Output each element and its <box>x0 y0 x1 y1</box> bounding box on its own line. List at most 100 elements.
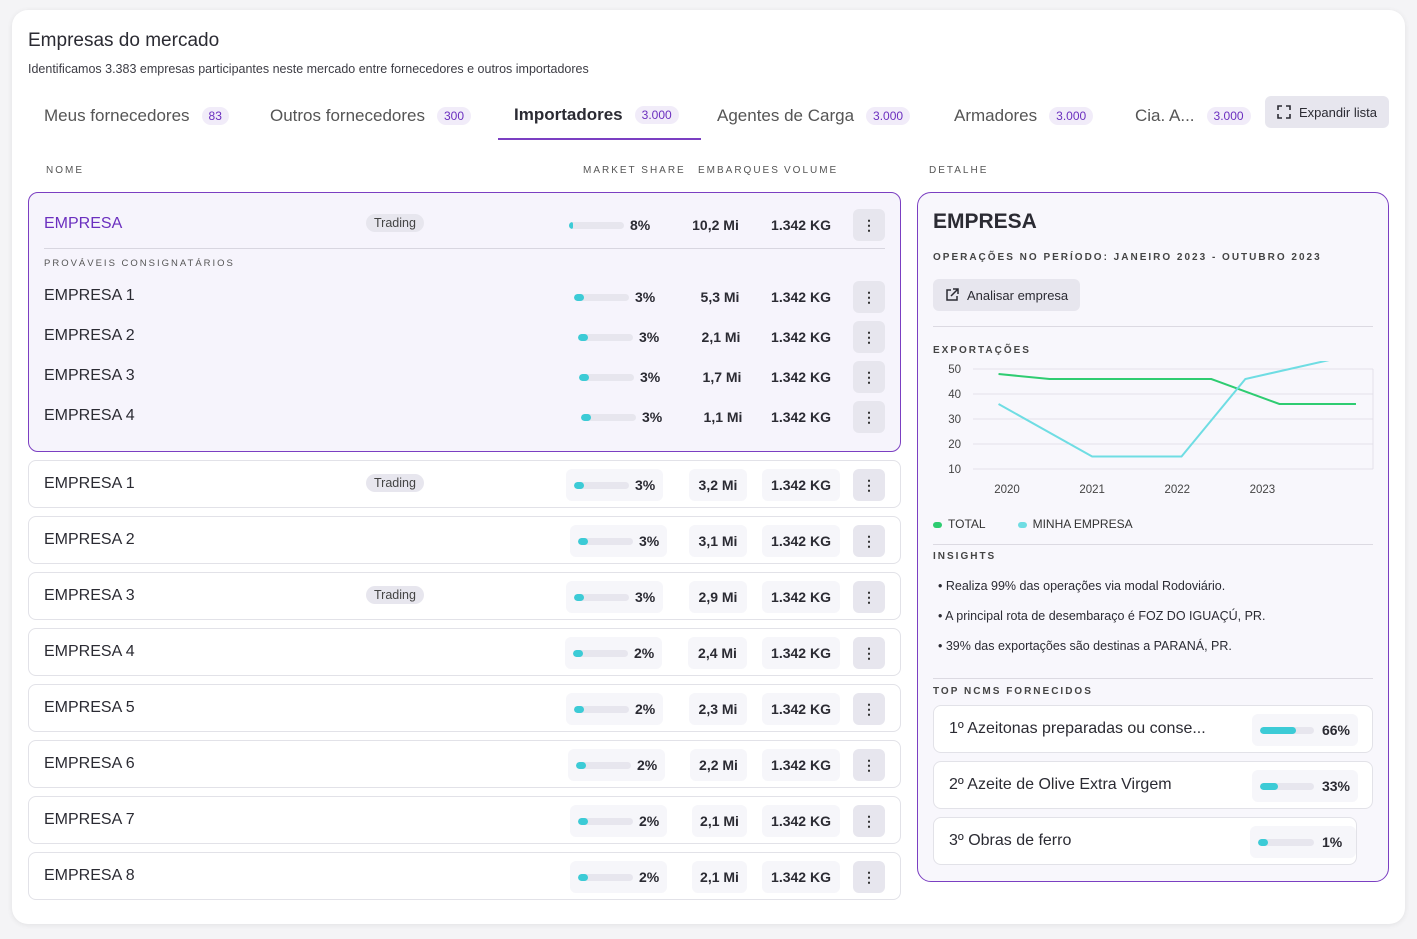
share-bar <box>581 413 636 421</box>
y-tick-label: 10 <box>948 464 961 476</box>
shipments-value: 2,1 Mi <box>692 805 747 837</box>
legend-dot <box>933 521 942 528</box>
analyze-company-button[interactable]: Analisar empresa <box>933 279 1081 311</box>
x-tick-label: 2022 <box>1164 484 1190 496</box>
company-row[interactable]: EMPRESA 7 2% 2,1 Mi 1.342 KG ⋮ <box>28 796 901 844</box>
market-share: 3% <box>571 361 668 393</box>
market-share: 8% <box>561 209 658 241</box>
y-tick-label: 40 <box>948 389 961 401</box>
ncm-name: 1º Azeitonas preparadas ou conse... <box>949 720 1206 737</box>
share-bar <box>578 333 633 341</box>
tab-count-badge: 3.000 <box>1206 107 1251 125</box>
more-options-button[interactable]: ⋮ <box>853 525 885 557</box>
more-options-button[interactable]: ⋮ <box>853 209 885 241</box>
group-head-row[interactable]: EMPRESA Trading 8% 10,2 Mi 1.342 KG ⋮ <box>29 205 900 245</box>
share-bar-fill <box>573 649 583 657</box>
kebab-icon: ⋮ <box>862 408 876 425</box>
more-options-button[interactable]: ⋮ <box>853 321 885 353</box>
consignee-row[interactable]: EMPRESA 3 3% 1,7 Mi 1.342 KG ⋮ <box>29 357 900 397</box>
share-bar <box>576 761 631 769</box>
col-detail-header: DETALHE <box>929 165 989 176</box>
company-name: EMPRESA 6 <box>44 755 135 772</box>
company-row[interactable]: EMPRESA 4 2% 2,4 Mi 1.342 KG ⋮ <box>28 628 901 676</box>
more-options-button[interactable]: ⋮ <box>853 693 885 725</box>
more-options-button[interactable]: ⋮ <box>853 637 885 669</box>
share-bar <box>578 817 633 825</box>
company-name: EMPRESA 5 <box>44 699 135 716</box>
divider <box>933 678 1373 679</box>
share-bar <box>578 873 633 881</box>
company-row[interactable]: EMPRESA 5 2% 2,3 Mi 1.342 KG ⋮ <box>28 684 901 732</box>
series-line-total <box>998 373 1356 405</box>
market-share: 3% <box>566 281 663 313</box>
x-tick-label: 2021 <box>1079 484 1105 496</box>
tab-label: Meus fornecedores <box>44 106 190 125</box>
detail-title: EMPRESA <box>933 210 1037 233</box>
y-tick-label: 50 <box>948 364 961 376</box>
kebab-icon: ⋮ <box>862 700 876 717</box>
tab-my-suppliers[interactable]: Meus fornecedores 83 <box>28 92 245 140</box>
share-bar-fill <box>574 593 584 601</box>
tab-other-suppliers[interactable]: Outros fornecedores 300 <box>254 92 487 140</box>
company-row[interactable]: EMPRESA 6 2% 2,2 Mi 1.342 KG ⋮ <box>28 740 901 788</box>
shipments-value: 10,2 Mi <box>692 217 739 233</box>
consignee-row[interactable]: EMPRESA 4 3% 1,1 Mi 1.342 KG ⋮ <box>29 397 900 437</box>
tab-importers[interactable]: Importadores 3.000 <box>498 92 701 140</box>
tab-airlines[interactable]: Cia. A... 3.000 <box>1119 92 1267 140</box>
expanded-company-group[interactable]: EMPRESA Trading 8% 10,2 Mi 1.342 KG ⋮ PR… <box>28 192 901 452</box>
company-name[interactable]: EMPRESA <box>44 215 123 232</box>
ncm-item[interactable]: 3º Obras de ferro 1% <box>933 817 1357 865</box>
company-row[interactable]: EMPRESA 8 2% 2,1 Mi 1.342 KG ⋮ <box>28 852 901 900</box>
tab-count-badge: 83 <box>201 107 229 125</box>
share-bar-fill <box>574 481 584 489</box>
divider <box>44 248 885 249</box>
more-options-button[interactable]: ⋮ <box>853 361 885 393</box>
volume-value: 1.342 KG <box>762 581 840 613</box>
tab-label: Outros fornecedores <box>270 106 425 125</box>
kebab-icon: ⋮ <box>862 756 876 773</box>
company-row[interactable]: EMPRESA 3 Trading 3% 2,9 Mi 1.342 KG ⋮ <box>28 572 901 620</box>
more-options-button[interactable]: ⋮ <box>853 469 885 501</box>
series-line-minha-empresa <box>998 361 1330 458</box>
expand-list-button[interactable]: Expandir lista <box>1264 96 1389 128</box>
more-options-button[interactable]: ⋮ <box>853 281 885 313</box>
detail-panel: EMPRESA OPERAÇÕES NO PERÍODO: JANEIRO 20… <box>917 192 1389 882</box>
ncm-item[interactable]: 1º Azeitonas preparadas ou conse... 66% <box>933 705 1373 753</box>
y-tick-label: 30 <box>948 414 961 426</box>
shipments-value: 2,2 Mi <box>690 749 747 781</box>
insight-item: • Realiza 99% das operações via modal Ro… <box>938 579 1226 593</box>
tab-label: Cia. A... <box>1135 106 1195 125</box>
tab-cargo-agents[interactable]: Agentes de Carga 3.000 <box>701 92 926 140</box>
ncm-item[interactable]: 2º Azeite de Olive Extra Virgem 33% <box>933 761 1373 809</box>
volume-value: 1.342 KG <box>771 329 831 345</box>
market-share: 2% <box>565 637 663 669</box>
company-row[interactable]: EMPRESA 1 Trading 3% 3,2 Mi 1.342 KG ⋮ <box>28 460 901 508</box>
market-share: 3% <box>573 401 670 433</box>
share-bar-fill <box>574 293 584 301</box>
share-bar-fill <box>569 221 574 229</box>
consignee-row[interactable]: EMPRESA 1 3% 5,3 Mi 1.342 KG ⋮ <box>29 277 900 317</box>
company-name: EMPRESA 3 <box>44 367 135 384</box>
share-bar-fill <box>578 873 588 881</box>
kebab-icon: ⋮ <box>862 588 876 605</box>
ncm-name: 2º Azeite de Olive Extra Virgem <box>949 776 1172 793</box>
more-options-button[interactable]: ⋮ <box>853 401 885 433</box>
company-row[interactable]: EMPRESA 2 3% 3,1 Mi 1.342 KG ⋮ <box>28 516 901 564</box>
tab-count-badge: 300 <box>436 107 471 125</box>
kebab-icon: ⋮ <box>862 368 876 385</box>
divider <box>933 544 1373 545</box>
more-options-button[interactable]: ⋮ <box>853 749 885 781</box>
share-bar-fill <box>574 705 584 713</box>
page-subtitle: Identificamos 3.383 empresas participant… <box>28 62 589 76</box>
share-bar <box>574 593 629 601</box>
more-options-button[interactable]: ⋮ <box>853 581 885 613</box>
more-options-button[interactable]: ⋮ <box>853 805 885 837</box>
volume-value: 1.342 KG <box>771 217 831 233</box>
shipments-value: 2,1 Mi <box>701 329 741 345</box>
share-bar-fill <box>579 373 589 381</box>
consignee-row[interactable]: EMPRESA 2 3% 2,1 Mi 1.342 KG ⋮ <box>29 317 900 357</box>
tab-shipowners[interactable]: Armadores 3.000 <box>938 92 1109 140</box>
share-bar <box>1258 838 1314 846</box>
trading-tag: Trading <box>366 586 424 604</box>
more-options-button[interactable]: ⋮ <box>853 861 885 893</box>
